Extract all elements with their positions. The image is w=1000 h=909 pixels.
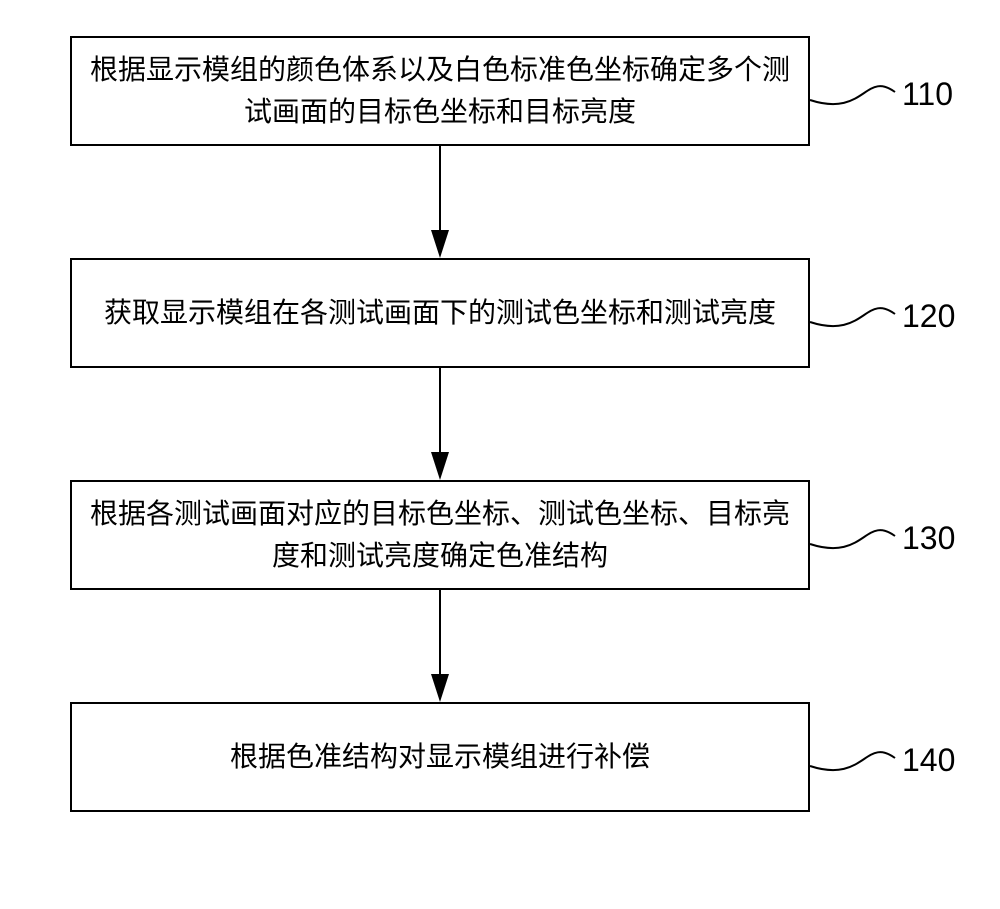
flowchart-stage: 根据显示模组的颜色体系以及白色标准色坐标确定多个测试画面的目标色坐标和目标亮度1… <box>0 0 1000 909</box>
label-connector-3 <box>0 0 1000 909</box>
